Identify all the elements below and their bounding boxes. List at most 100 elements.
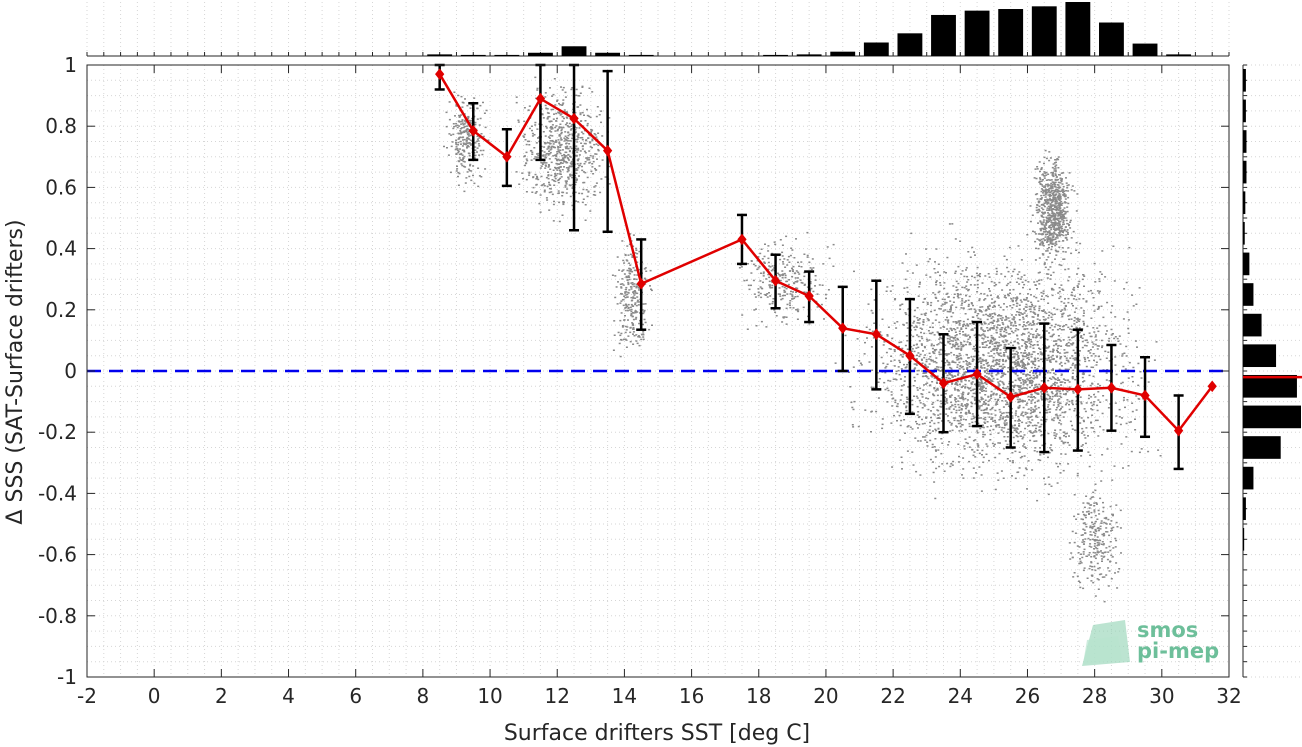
scatter-point bbox=[960, 273, 963, 275]
scatter-point bbox=[1026, 402, 1029, 404]
scatter-point bbox=[1005, 359, 1008, 362]
scatter-point bbox=[956, 288, 959, 291]
scatter-point bbox=[1024, 346, 1027, 348]
scatter-point bbox=[993, 301, 996, 304]
scatter-point bbox=[1016, 273, 1019, 276]
scatter-point bbox=[803, 253, 806, 255]
scatter-point bbox=[1024, 349, 1026, 352]
scatter-point bbox=[920, 358, 923, 361]
scatter-point bbox=[566, 180, 568, 182]
scatter-point bbox=[1049, 395, 1052, 398]
scatter-point bbox=[781, 244, 784, 246]
scatter-point bbox=[585, 189, 588, 191]
scatter-point bbox=[1016, 431, 1018, 433]
scatter-point bbox=[1045, 409, 1048, 412]
scatter-point bbox=[631, 256, 634, 258]
scatter-point bbox=[1060, 190, 1063, 192]
scatter-point bbox=[1089, 352, 1092, 354]
scatter-point bbox=[1016, 296, 1019, 298]
scatter-point bbox=[1089, 454, 1092, 456]
scatter-point bbox=[809, 281, 812, 283]
scatter-point bbox=[981, 337, 984, 339]
scatter-point bbox=[997, 442, 1000, 444]
scatter-point bbox=[1056, 377, 1059, 379]
scatter-point bbox=[565, 155, 568, 157]
scatter-point bbox=[1056, 349, 1058, 352]
scatter-point bbox=[1054, 384, 1057, 386]
scatter-point bbox=[973, 345, 975, 348]
scatter-point bbox=[976, 430, 979, 432]
scatter-point bbox=[853, 400, 856, 403]
scatter-point bbox=[584, 142, 587, 145]
scatter-point bbox=[754, 296, 757, 298]
scatter-point bbox=[1053, 401, 1056, 404]
scatter-point bbox=[593, 133, 596, 135]
scatter-point bbox=[928, 384, 931, 387]
scatter-point bbox=[957, 390, 960, 392]
scatter-point bbox=[946, 415, 949, 417]
scatter-point bbox=[448, 101, 451, 103]
scatter-point bbox=[1006, 443, 1009, 446]
scatter-point bbox=[981, 358, 984, 361]
scatter-point bbox=[581, 201, 584, 204]
scatter-point bbox=[851, 424, 854, 426]
scatter-point bbox=[1042, 360, 1044, 363]
scatter-point bbox=[557, 167, 560, 170]
scatter-point bbox=[962, 391, 965, 394]
scatter-point bbox=[1050, 378, 1053, 380]
scatter-point bbox=[627, 254, 630, 256]
scatter-point bbox=[446, 147, 448, 149]
scatter-point bbox=[982, 353, 985, 356]
scatter-point bbox=[1058, 338, 1061, 341]
scatter-point bbox=[1038, 319, 1041, 321]
scatter-point bbox=[1027, 331, 1030, 334]
scatter-point bbox=[544, 167, 547, 169]
scatter-point bbox=[964, 438, 967, 440]
scatter-point bbox=[556, 152, 559, 155]
scatter-point bbox=[1058, 290, 1061, 293]
scatter-point bbox=[960, 379, 963, 381]
scatter-point bbox=[959, 320, 962, 322]
scatter-point bbox=[985, 376, 988, 378]
scatter-point bbox=[896, 420, 898, 422]
scatter-point bbox=[1006, 355, 1009, 358]
scatter-point bbox=[1110, 328, 1113, 331]
scatter-point bbox=[1047, 432, 1050, 435]
scatter-point bbox=[882, 362, 885, 365]
scatter-point bbox=[792, 307, 795, 309]
scatter-point bbox=[797, 310, 800, 313]
scatter-point bbox=[1005, 340, 1008, 343]
scatter-point bbox=[783, 258, 786, 260]
scatter-point bbox=[769, 266, 772, 268]
scatter-point bbox=[1147, 360, 1150, 363]
scatter-point bbox=[1054, 242, 1057, 244]
scatter-point bbox=[1009, 460, 1012, 462]
scatter-point bbox=[967, 299, 970, 302]
scatter-point bbox=[576, 138, 579, 140]
scatter-point bbox=[1098, 278, 1101, 280]
scatter-point bbox=[1041, 295, 1043, 297]
scatter-point bbox=[1102, 429, 1105, 431]
scatter-point bbox=[1099, 384, 1102, 387]
scatter-point bbox=[796, 287, 799, 290]
scatter-point bbox=[1005, 424, 1008, 426]
scatter-point bbox=[945, 398, 948, 400]
scatter-point bbox=[936, 344, 939, 346]
scatter-point bbox=[967, 392, 970, 394]
scatter-point bbox=[578, 95, 581, 97]
scatter-point bbox=[925, 360, 928, 363]
scatter-point bbox=[926, 382, 929, 384]
scatter-point bbox=[962, 320, 965, 323]
scatter-point bbox=[989, 366, 992, 368]
scatter-point bbox=[1042, 318, 1045, 321]
scatter-point bbox=[1019, 312, 1022, 314]
scatter-point bbox=[792, 282, 795, 284]
scatter-point bbox=[978, 310, 981, 312]
scatter-point bbox=[556, 99, 559, 101]
scatter-point bbox=[922, 403, 925, 405]
scatter-point bbox=[932, 401, 935, 404]
scatter-point bbox=[1028, 353, 1031, 355]
scatter-point bbox=[905, 406, 908, 409]
scatter-point bbox=[950, 394, 953, 396]
scatter-point bbox=[563, 140, 566, 142]
